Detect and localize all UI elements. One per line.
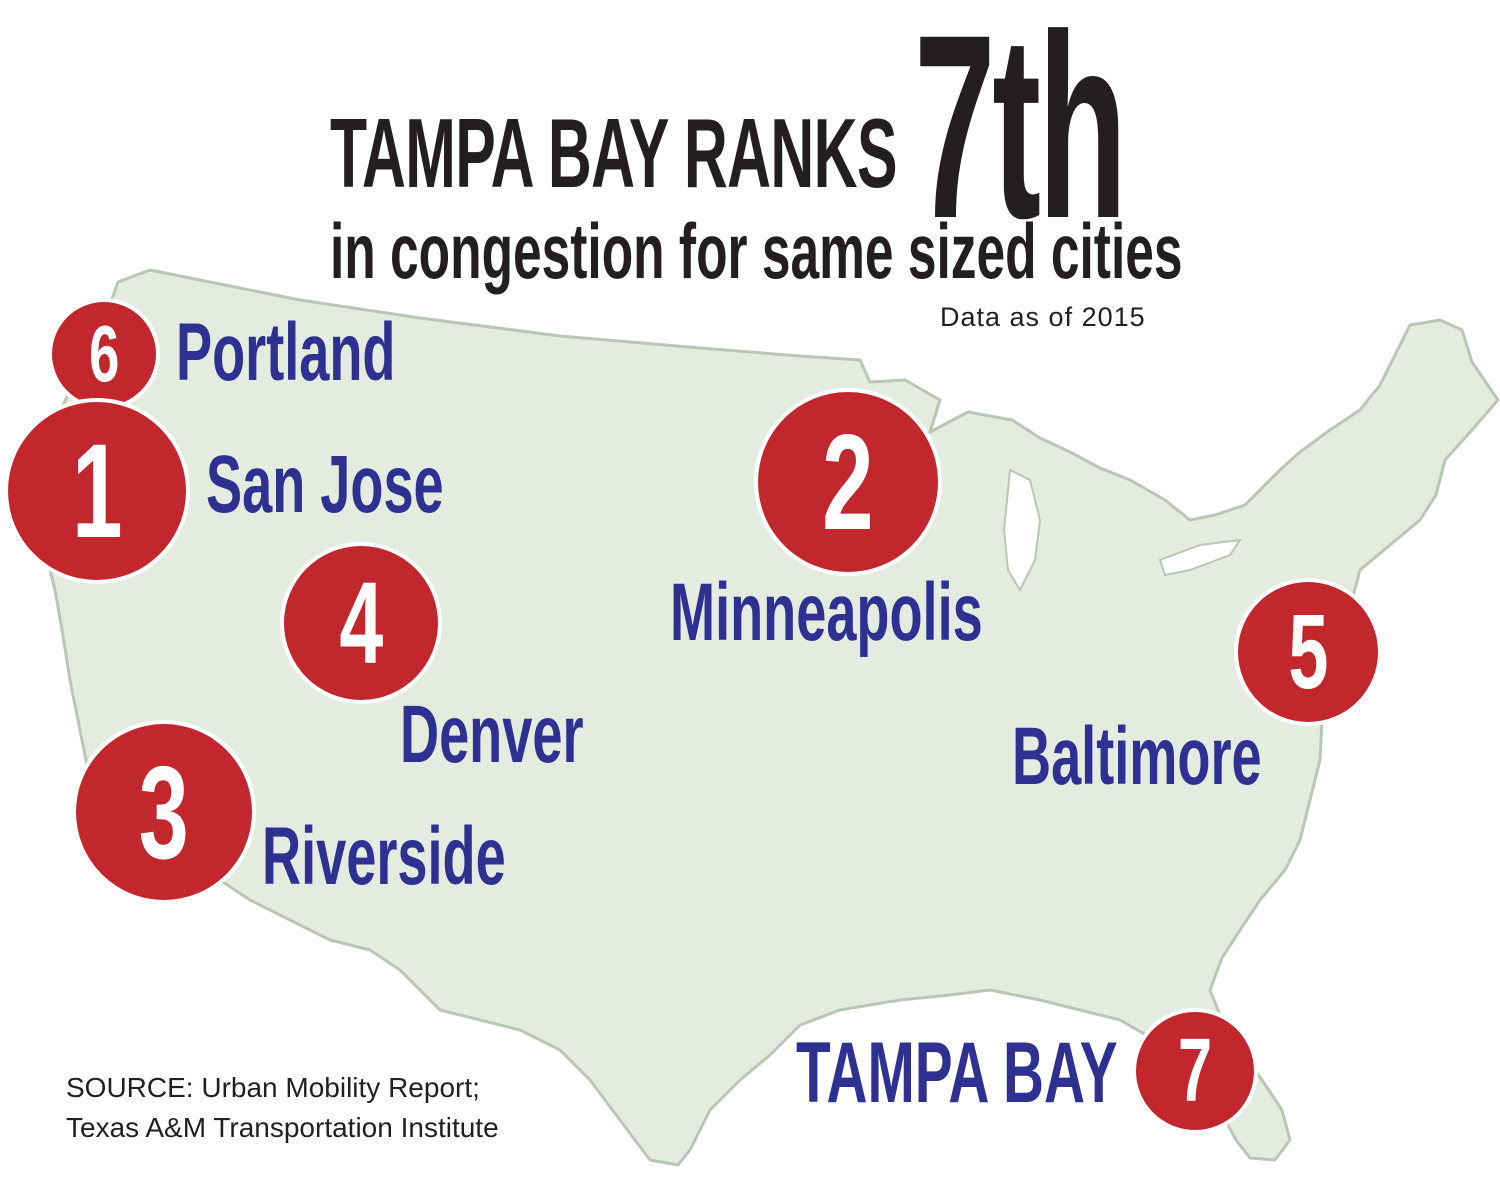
rank-badge-portland: 6	[52, 302, 156, 406]
rank-number: 1	[72, 415, 123, 568]
city-label-minneapolis: Minneapolis	[670, 572, 983, 654]
city-label-baltimore: Baltimore	[1012, 716, 1262, 798]
rank-number: 3	[139, 737, 189, 888]
rank-number: 4	[339, 556, 383, 690]
rank-badge-riverside: 3	[76, 724, 252, 900]
rank-number: 6	[89, 308, 119, 400]
rank-badge-minneapolis: 2	[758, 392, 938, 572]
headline-text: TAMPA BAY RANKS	[330, 104, 897, 202]
rank-number: 2	[822, 404, 873, 560]
rank-badge-denver: 4	[284, 546, 438, 700]
rank-badge-baltimore: 5	[1238, 582, 1378, 722]
rank-badge-tampa-bay: 7	[1136, 1012, 1254, 1130]
city-label-san-jose: San Jose	[206, 444, 444, 526]
city-label-riverside: Riverside	[262, 816, 506, 898]
rank-number: 5	[1288, 592, 1328, 713]
city-label-denver: Denver	[400, 694, 584, 776]
data-date-note: Data as of 2015	[940, 304, 1146, 331]
rank-badge-san-jose: 1	[8, 402, 186, 580]
source-credit: SOURCE: Urban Mobility Report; Texas A&M…	[66, 1068, 499, 1148]
source-line-2: Texas A&M Transportation Institute	[66, 1108, 499, 1148]
source-line-1: SOURCE: Urban Mobility Report;	[66, 1068, 499, 1108]
city-label-tampa-bay: TAMPA BAY	[796, 1030, 1118, 1116]
rank-number: 7	[1178, 1020, 1212, 1123]
headline-subtitle: in congestion for same sized cities	[330, 212, 1183, 290]
us-map-outline	[35, 270, 1498, 1165]
city-label-portland: Portland	[176, 312, 396, 394]
